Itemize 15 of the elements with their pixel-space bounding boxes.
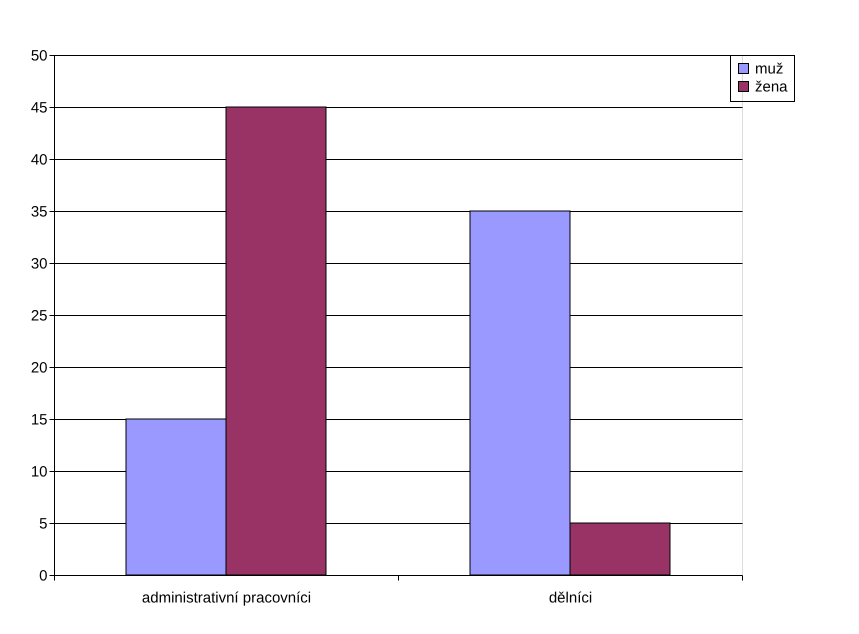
y-tick-label: 35	[30, 204, 48, 220]
legend-label: žena	[755, 78, 788, 96]
y-tick-label: 20	[30, 360, 48, 376]
y-tick-label: 5	[39, 516, 48, 532]
y-tick-label: 0	[39, 568, 48, 584]
y-tick-label: 45	[30, 100, 48, 116]
x-tick-label: dělníci	[548, 590, 592, 606]
legend-label: muž	[755, 60, 784, 78]
x-tick-label: administrativní pracovníci	[142, 590, 312, 606]
y-tick-label: 30	[30, 256, 48, 272]
y-tick-label: 50	[30, 48, 48, 64]
y-tick-label: 40	[30, 152, 48, 168]
y-tick-label: 25	[30, 308, 48, 324]
y-tick-label: 15	[30, 412, 48, 428]
y-tick-label: 10	[30, 464, 48, 480]
